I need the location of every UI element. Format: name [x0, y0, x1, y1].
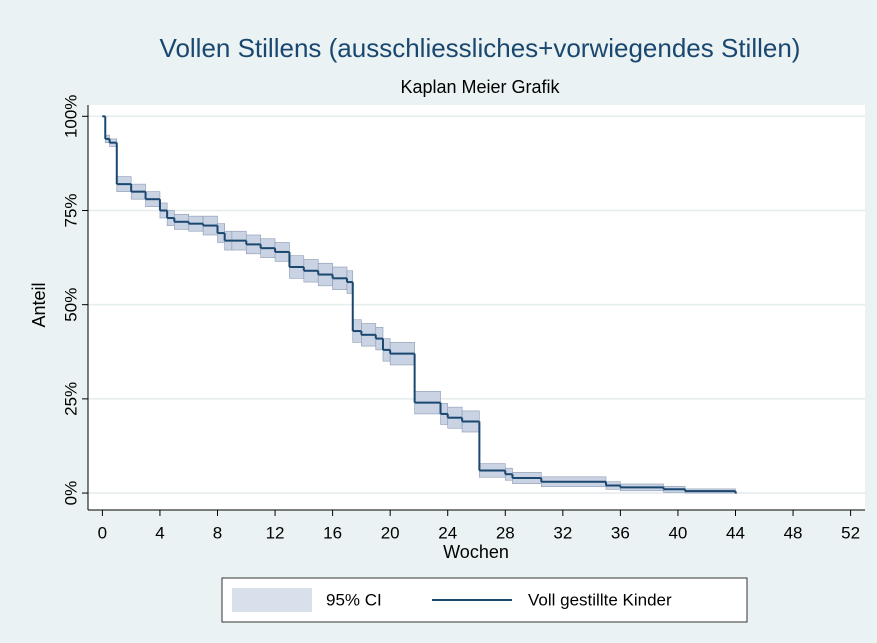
- legend-swatch: [232, 588, 312, 612]
- x-tick-label: 20: [381, 523, 400, 542]
- y-tick-label: 75%: [61, 193, 80, 227]
- y-tick-label: 50%: [61, 288, 80, 322]
- x-tick-label: 52: [841, 523, 860, 542]
- x-tick-label: 36: [611, 523, 630, 542]
- x-tick-label: 44: [726, 523, 745, 542]
- x-tick-label: 32: [553, 523, 572, 542]
- plot-area: [88, 105, 865, 510]
- x-axis-label: Wochen: [443, 542, 509, 562]
- x-tick-label: 48: [784, 523, 803, 542]
- x-tick-label: 24: [438, 523, 457, 542]
- x-tick-label: 0: [98, 523, 107, 542]
- chart-title: Vollen Stillens (ausschliessliches+vorwi…: [160, 33, 801, 63]
- x-tick-label: 8: [213, 523, 222, 542]
- y-tick-label: 100%: [61, 95, 80, 138]
- x-tick-label: 40: [668, 523, 687, 542]
- x-tick-label: 4: [155, 523, 164, 542]
- x-tick-label: 28: [496, 523, 515, 542]
- legend-label: Voll gestillte Kinder: [528, 590, 672, 609]
- y-axis-label: Anteil: [29, 282, 49, 327]
- legend-label: 95% CI: [326, 590, 382, 609]
- chart-subtitle: Kaplan Meier Grafik: [400, 77, 560, 97]
- x-tick-label: 16: [323, 523, 342, 542]
- x-tick-label: 12: [266, 523, 285, 542]
- y-tick-label: 25%: [61, 382, 80, 416]
- y-tick-label: 0%: [61, 481, 80, 506]
